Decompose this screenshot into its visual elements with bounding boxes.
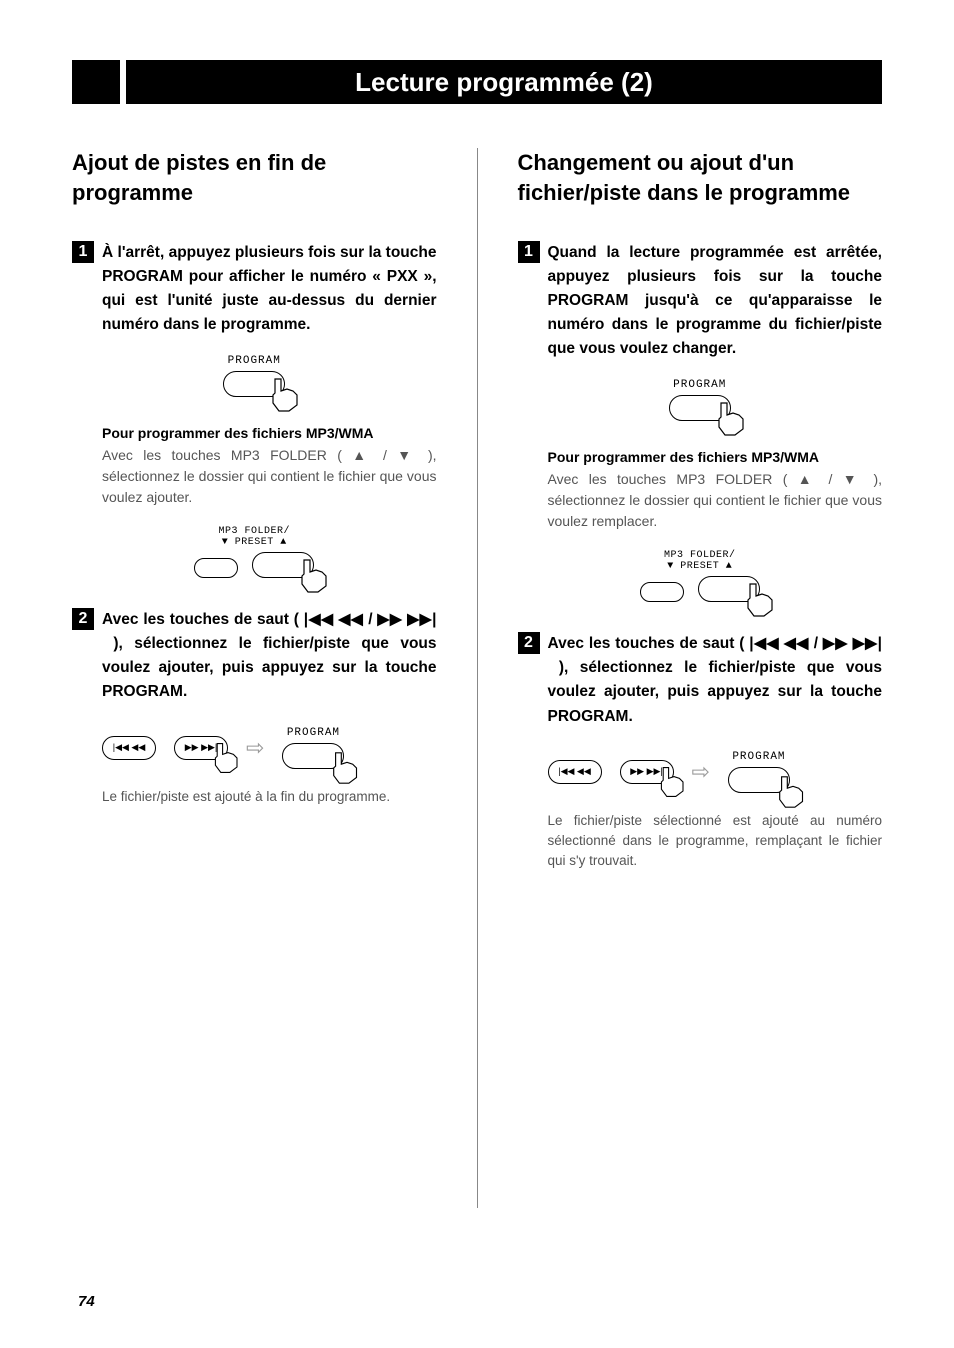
left-sub-body: Avec les touches MP3 FOLDER ( ▲ / ▼ ), s…	[102, 445, 437, 508]
right-step-2: 2 Avec les touches de saut ( |◀◀ ◀◀ / ▶▶…	[518, 632, 883, 728]
preset-down-button-shape	[640, 582, 684, 602]
right-heading: Changement ou ajout d'un fichier/piste d…	[518, 148, 883, 207]
finger-press-icon	[656, 764, 692, 800]
right-column: Changement ou ajout d'un fichier/piste d…	[518, 148, 883, 1208]
left-column: Ajout de pistes en fin de programme 1 À …	[72, 148, 437, 1208]
right-sub-heading: Pour programmer des fichiers MP3/WMA	[548, 449, 883, 465]
finger-press-icon	[296, 556, 336, 596]
mp3-folder-illustration: MP3 FOLDER/ ▼ PRESET ▲	[518, 550, 883, 602]
skip-program-illustration: |◀◀ ◀◀ ▶▶ ▶▶| ⇨ PROGRAM	[548, 751, 883, 793]
finger-press-icon	[742, 580, 782, 620]
right-caption: Le fichier/piste sélectionné est ajouté …	[548, 811, 883, 872]
title-bar: Lecture programmée (2)	[72, 60, 882, 104]
right-step-1-text: Quand la lecture programmée est arrêtée,…	[548, 241, 883, 361]
left-step-1-text: À l'arrêt, appuyez plusieurs fois sur la…	[102, 241, 437, 337]
right-sub-body: Avec les touches MP3 FOLDER ( ▲ / ▼ ), s…	[548, 469, 883, 532]
program-label: PROGRAM	[287, 727, 340, 739]
mp3-folder-label: MP3 FOLDER/ ▼ PRESET ▲	[664, 550, 736, 572]
right-step-1: 1 Quand la lecture programmée est arrêté…	[518, 241, 883, 361]
right-step-2-text: Avec les touches de saut ( |◀◀ ◀◀ / ▶▶ ▶…	[548, 632, 883, 728]
skip-program-illustration: |◀◀ ◀◀ ▶▶ ▶▶| ⇨ PROGRAM	[102, 727, 437, 769]
preset-down-button-shape	[194, 558, 238, 578]
content-columns: Ajout de pistes en fin de programme 1 À …	[72, 148, 882, 1208]
step-number-icon: 1	[72, 241, 94, 263]
program-label: PROGRAM	[673, 379, 726, 391]
step-number-icon: 1	[518, 241, 540, 263]
mp3-folder-label: MP3 FOLDER/ ▼ PRESET ▲	[218, 526, 290, 548]
mp3-folder-illustration: MP3 FOLDER/ ▼ PRESET ▲	[72, 526, 437, 578]
left-step-2-text: Avec les touches de saut ( |◀◀ ◀◀ / ▶▶ ▶…	[102, 608, 437, 704]
program-button-illustration: PROGRAM	[518, 379, 883, 421]
finger-press-icon	[210, 740, 246, 776]
skip-back-button-shape: |◀◀ ◀◀	[102, 736, 156, 760]
finger-press-icon	[774, 773, 812, 811]
page-title: Lecture programmée (2)	[126, 60, 882, 104]
arrow-right-icon: ⇨	[246, 735, 264, 761]
column-divider	[477, 148, 478, 1208]
left-heading: Ajout de pistes en fin de programme	[72, 148, 437, 207]
arrow-right-icon: ⇨	[692, 759, 710, 785]
title-accent-block	[72, 60, 120, 104]
finger-press-icon	[267, 375, 307, 415]
left-caption: Le fichier/piste est ajouté à la fin du …	[102, 787, 437, 807]
program-label: PROGRAM	[732, 751, 785, 763]
page-number: 74	[78, 1293, 95, 1310]
left-sub-heading: Pour programmer des fichiers MP3/WMA	[102, 425, 437, 441]
left-step-2: 2 Avec les touches de saut ( |◀◀ ◀◀ / ▶▶…	[72, 608, 437, 704]
left-step-1: 1 À l'arrêt, appuyez plusieurs fois sur …	[72, 241, 437, 337]
step-number-icon: 2	[72, 608, 94, 630]
finger-press-icon	[713, 399, 753, 439]
skip-back-button-shape: |◀◀ ◀◀	[548, 760, 602, 784]
program-label: PROGRAM	[228, 355, 281, 367]
page: Lecture programmée (2) Ajout de pistes e…	[0, 0, 954, 1248]
step-number-icon: 2	[518, 632, 540, 654]
program-button-illustration: PROGRAM	[72, 355, 437, 397]
finger-press-icon	[328, 749, 366, 787]
